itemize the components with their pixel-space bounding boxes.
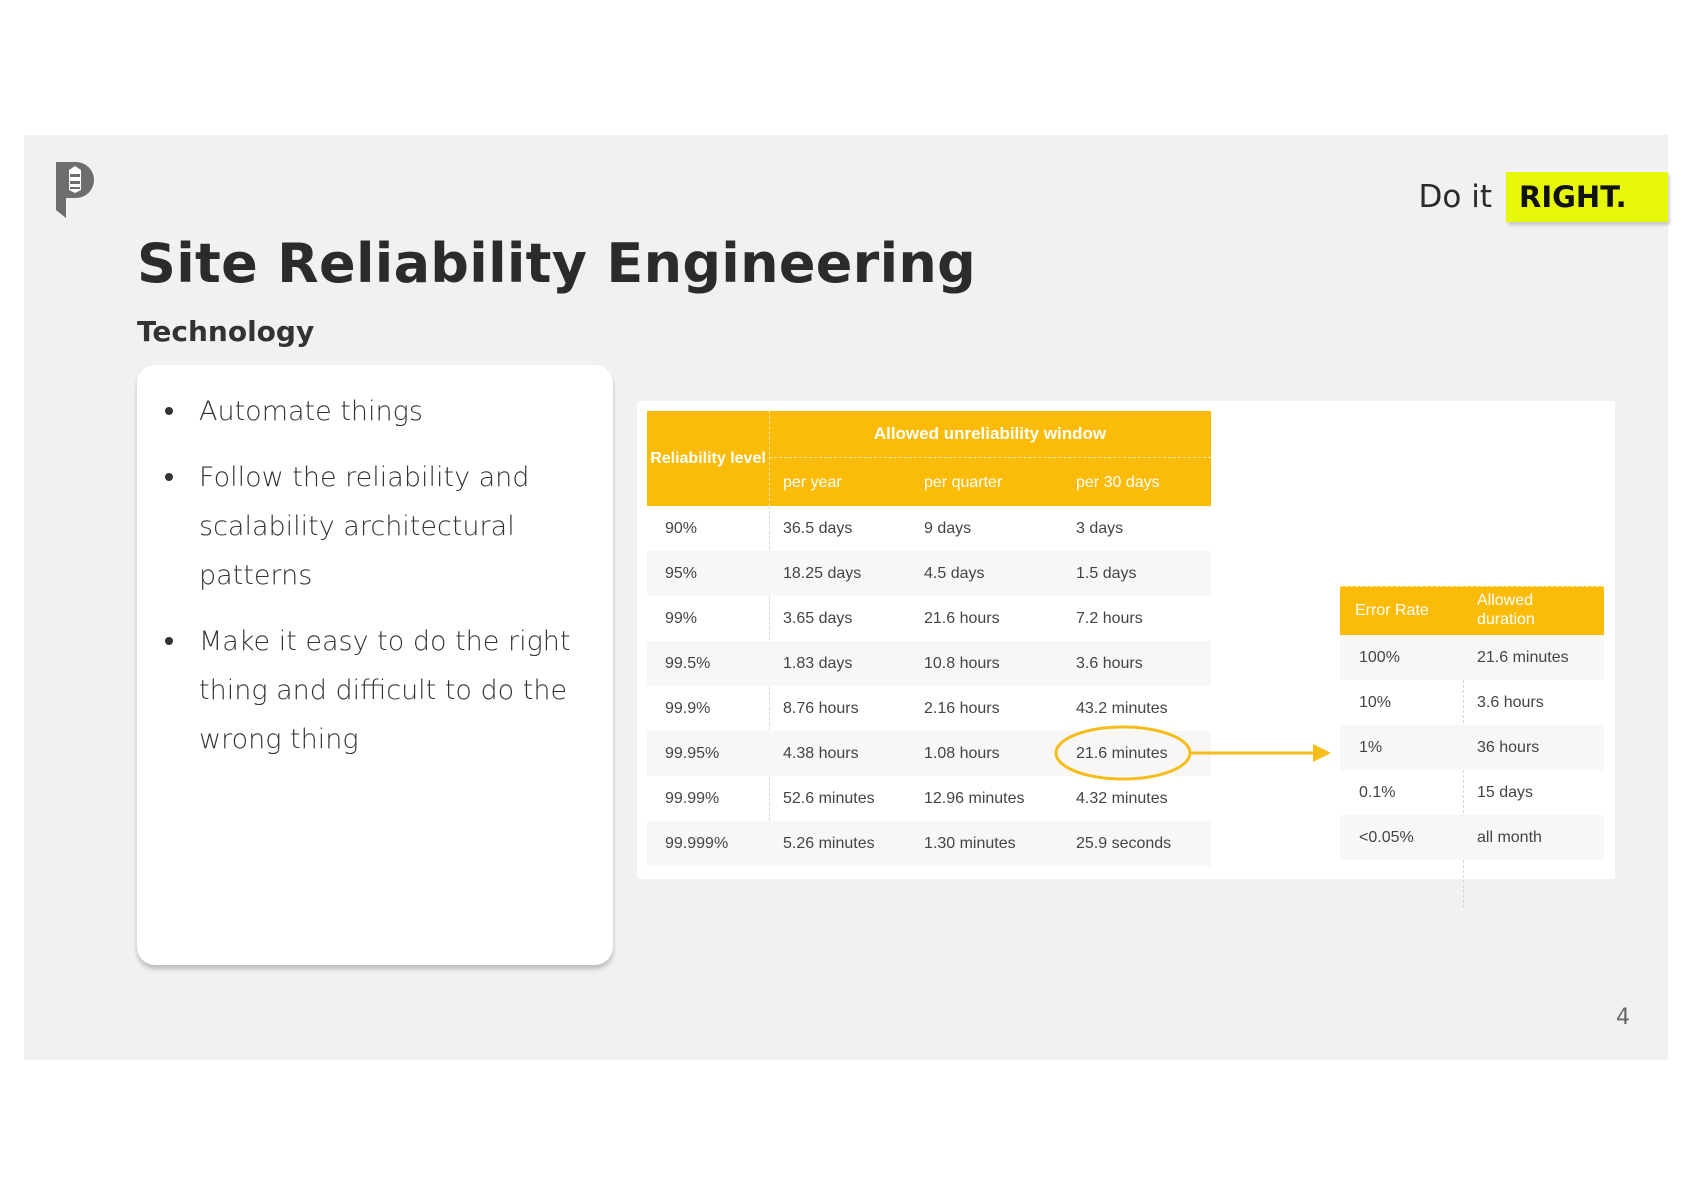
- cell-per-year: 5.26 minutes: [783, 834, 875, 852]
- cell-per-quarter: 21.6 hours: [924, 609, 1000, 627]
- table-row: 90% 36.5 days 9 days 3 days: [647, 506, 1211, 551]
- header-reliability-level: Reliability level: [650, 449, 766, 467]
- cell-per-30-days: 1.5 days: [1076, 564, 1137, 582]
- cell-per-year: 4.38 hours: [783, 744, 859, 762]
- tables-figure: Reliability level Allowed unreliability …: [637, 401, 1615, 908]
- arrow-head-icon: [1313, 744, 1331, 762]
- table-row: 99.999% 5.26 minutes 1.30 minutes 25.9 s…: [647, 821, 1211, 866]
- cell-per-year: 8.76 hours: [783, 699, 859, 717]
- cell-per-quarter: 4.5 days: [924, 564, 985, 582]
- table-header: Error Rate Allowed duration: [1340, 586, 1604, 635]
- bullet-item: Follow the reliability and scalability a…: [165, 453, 593, 600]
- cell-allowed-duration: 3.6 hours: [1477, 693, 1544, 711]
- bullet-text: Automate things: [199, 396, 423, 427]
- page-subtitle: Technology: [137, 315, 315, 348]
- table-row: 1% 36 hours: [1340, 725, 1604, 770]
- bullet-dot-icon: [165, 473, 173, 481]
- cell-reliability: 95%: [665, 564, 698, 582]
- bullet-text: Make it easy to do the right thing and d…: [199, 626, 571, 755]
- cell-per-year: 1.83 days: [783, 654, 853, 672]
- page-number: 4: [1616, 1005, 1630, 1030]
- tagline-prefix: Do it: [1418, 179, 1492, 215]
- cell-reliability: 99.95%: [665, 744, 720, 762]
- cell-per-30-days-highlighted: 21.6 minutes: [1076, 744, 1168, 762]
- table-row: 0.1% 15 days: [1340, 770, 1604, 815]
- cell-reliability: 99.999%: [665, 834, 729, 852]
- header-allowed-window: Allowed unreliability window: [769, 411, 1211, 458]
- cell-error-rate: 100%: [1359, 648, 1400, 666]
- cell-error-rate: 1%: [1359, 738, 1383, 756]
- table-row: 99.99% 52.6 minutes 12.96 minutes 4.32 m…: [647, 776, 1211, 821]
- cell-error-rate: 0.1%: [1359, 783, 1396, 801]
- bullet-card: Automate things Follow the reliability a…: [137, 365, 613, 965]
- cell-per-year: 3.65 days: [783, 609, 853, 627]
- cell-per-quarter: 1.08 hours: [924, 744, 1000, 762]
- cell-per-30-days: 3 days: [1076, 519, 1124, 537]
- table-row: <0.05% all month: [1340, 815, 1604, 860]
- cell-per-quarter: 1.30 minutes: [924, 834, 1016, 852]
- cell-reliability: 99.5%: [665, 654, 711, 672]
- column-divider: [769, 506, 770, 866]
- highlight-ellipse: [1054, 725, 1192, 781]
- table-header: Reliability level Allowed unreliability …: [647, 411, 1211, 506]
- table-row: 99.9% 8.76 hours 2.16 hours 43.2 minutes: [647, 686, 1211, 731]
- header-error-rate: Error Rate: [1355, 602, 1429, 619]
- slide: Do it RIGHT. Site Reliability Engineerin…: [24, 135, 1668, 1060]
- cell-per-year: 18.25 days: [783, 564, 862, 582]
- cell-reliability: 99.99%: [665, 789, 720, 807]
- bullet-text: Follow the reliability and scalability a…: [199, 462, 530, 591]
- table-row: 100% 21.6 minutes: [1340, 635, 1604, 680]
- brand-tagline: Do it RIGHT.: [1419, 172, 1668, 222]
- error-rate-table: Error Rate Allowed duration 100% 21.6 mi…: [1340, 586, 1604, 908]
- table-row: 95% 18.25 days 4.5 days 1.5 days: [647, 551, 1211, 596]
- cell-per-quarter: 9 days: [924, 519, 972, 537]
- cell-per-30-days: 43.2 minutes: [1076, 699, 1168, 717]
- cell-per-year: 52.6 minutes: [783, 789, 875, 807]
- cell-error-rate: <0.05%: [1359, 828, 1414, 846]
- highlight-annotation: [1054, 725, 1331, 781]
- page-title: Site Reliability Engineering: [137, 232, 977, 295]
- header-divider: [769, 411, 770, 506]
- cell-per-30-days: 3.6 hours: [1076, 654, 1143, 672]
- cell-per-30-days: 4.32 minutes: [1076, 789, 1168, 807]
- cell-per-30-days: 25.9 seconds: [1076, 834, 1172, 852]
- bullet-item: Automate things: [165, 387, 593, 436]
- bullet-dot-icon: [165, 637, 173, 645]
- cell-allowed-duration: 21.6 minutes: [1477, 648, 1569, 666]
- cell-allowed-duration: 36 hours: [1477, 738, 1540, 756]
- cell-per-30-days: 7.2 hours: [1076, 609, 1143, 627]
- tagline-emphasis: RIGHT.: [1519, 180, 1627, 214]
- tagline-highlight: RIGHT.: [1506, 172, 1668, 222]
- bullet-list: Automate things Follow the reliability a…: [137, 365, 613, 764]
- cell-per-quarter: 10.8 hours: [924, 654, 1000, 672]
- cell-per-quarter: 12.96 minutes: [924, 789, 1025, 807]
- table-row: 10% 3.6 hours: [1340, 680, 1604, 725]
- header-allowed-duration: Allowed duration: [1477, 592, 1535, 628]
- column-divider: [1463, 635, 1464, 908]
- header-per-quarter: per quarter: [924, 473, 1003, 491]
- table-row: 99% 3.65 days 21.6 hours 7.2 hours: [647, 596, 1211, 641]
- cell-per-year: 36.5 days: [783, 519, 853, 537]
- header-per-year: per year: [783, 473, 842, 491]
- cell-reliability: 90%: [665, 519, 698, 537]
- table-row: 99.5% 1.83 days 10.8 hours 3.6 hours: [647, 641, 1211, 686]
- bullet-item: Make it easy to do the right thing and d…: [165, 617, 593, 764]
- reliability-table: Reliability level Allowed unreliability …: [647, 411, 1211, 866]
- header-per-30-days: per 30 days: [1076, 473, 1160, 491]
- cell-error-rate: 10%: [1359, 693, 1392, 711]
- bullet-dot-icon: [165, 407, 173, 415]
- cell-reliability: 99%: [665, 609, 698, 627]
- cell-per-quarter: 2.16 hours: [924, 699, 1000, 717]
- cell-reliability: 99.9%: [665, 699, 711, 717]
- cell-allowed-duration: all month: [1477, 828, 1542, 846]
- error-table-body: 100% 21.6 minutes 10% 3.6 hours 1% 36 ho…: [1340, 635, 1604, 908]
- cell-allowed-duration: 15 days: [1477, 783, 1534, 801]
- table-row: 99.95% 4.38 hours 1.08 hours 21.6 minute…: [647, 731, 1211, 776]
- company-logo-icon: [52, 160, 96, 220]
